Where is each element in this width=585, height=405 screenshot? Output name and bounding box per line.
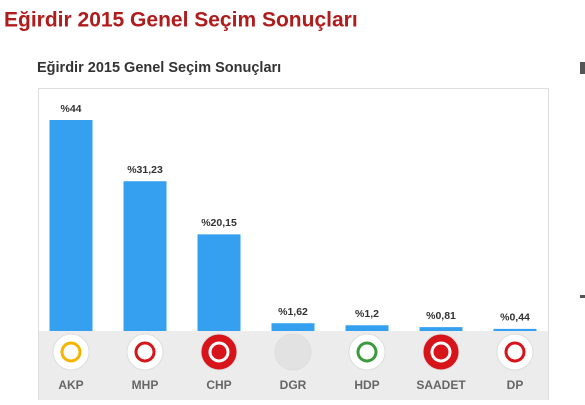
side-fragment (580, 62, 585, 74)
bar (419, 327, 463, 331)
value-label: %44 (60, 103, 81, 115)
party-logo-mark (60, 341, 82, 363)
x-tick-label: AKP (58, 378, 83, 392)
value-label: %1,62 (278, 306, 308, 318)
value-label: %0,44 (500, 312, 530, 324)
party-logo (200, 333, 238, 371)
x-tick-label: CHP (206, 378, 231, 392)
bar (123, 181, 167, 331)
party-logo (52, 333, 90, 371)
x-tick-label: DP (507, 378, 524, 392)
party-logo-mark (208, 341, 230, 363)
x-tick-label: SAADET (416, 378, 466, 392)
bar (345, 325, 389, 331)
party-logo (496, 333, 534, 371)
party-logo-mark (134, 341, 156, 363)
page-title: Eğirdir 2015 Genel Seçim Sonuçları (4, 9, 358, 32)
party-logo-mark (356, 341, 378, 363)
bar (271, 323, 315, 331)
party-logo (274, 333, 312, 371)
bar (493, 328, 537, 331)
value-label: %31,23 (127, 164, 163, 176)
party-logo (348, 333, 386, 371)
x-tick-label: DGR (280, 378, 307, 392)
bar (197, 234, 241, 331)
value-label: %0,81 (426, 310, 456, 322)
x-tick-label: MHP (132, 378, 159, 392)
party-logo (422, 333, 460, 371)
side-fragment (580, 295, 585, 298)
party-logo-mark (504, 341, 526, 363)
party-logo-mark (430, 341, 452, 363)
value-label: %1,2 (355, 308, 379, 320)
party-logo (126, 333, 164, 371)
chart-subtitle: Eğirdir 2015 Genel Seçim Sonuçları (37, 60, 281, 76)
x-tick-label: HDP (354, 378, 379, 392)
value-label: %20,15 (201, 217, 237, 229)
bar (49, 120, 93, 331)
party-logo-mark (282, 341, 304, 363)
